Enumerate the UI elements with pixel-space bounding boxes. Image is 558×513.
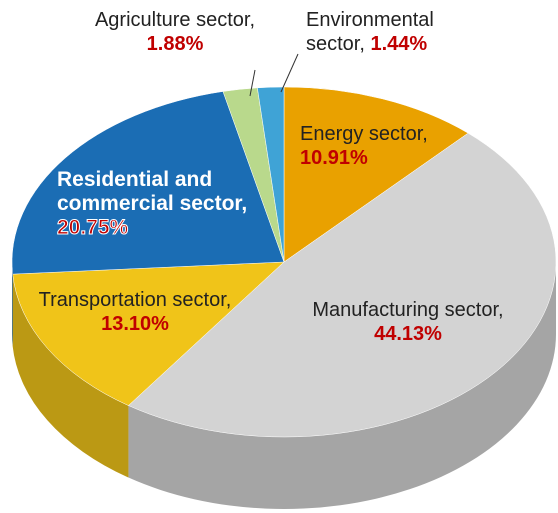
category-name: Energy sector, [300, 123, 428, 145]
slice-label: Residential and commercial sector, 20.75… [56, 168, 262, 240]
value-label: 44.13% [374, 323, 442, 345]
category-name: Agriculture sector, [94, 9, 256, 31]
slice-label: Agriculture sector, 1.88% [90, 8, 260, 56]
slice [12, 261, 285, 406]
value-label: 1.44% [370, 33, 428, 55]
slice-side [12, 274, 129, 478]
leader-line [249, 69, 256, 97]
slice-label: Transportation sector, 13.10% [30, 288, 240, 336]
value-label: 20.75% [56, 216, 129, 240]
value-label: 10.91% [300, 147, 368, 169]
slice-side [12, 262, 13, 347]
slice [127, 132, 557, 438]
value-label: 13.10% [101, 313, 169, 335]
slice-label: Environmental sector, 1.44% [306, 8, 496, 56]
category-name: Manufacturing sector, [312, 299, 504, 321]
category-name: Environmental sector, [306, 9, 434, 55]
value-label: 1.88% [146, 33, 204, 55]
slice-side [128, 262, 556, 510]
leader-line [280, 53, 299, 93]
category-name: Transportation sector, [38, 289, 232, 311]
category-name: Residential and commercial sector, [57, 168, 248, 215]
slice [11, 91, 285, 275]
slice [257, 86, 285, 263]
slice [283, 86, 469, 263]
slice-label: Energy sector, 10.91% [300, 122, 480, 170]
slice-label: Manufacturing sector, 44.13% [308, 298, 508, 346]
